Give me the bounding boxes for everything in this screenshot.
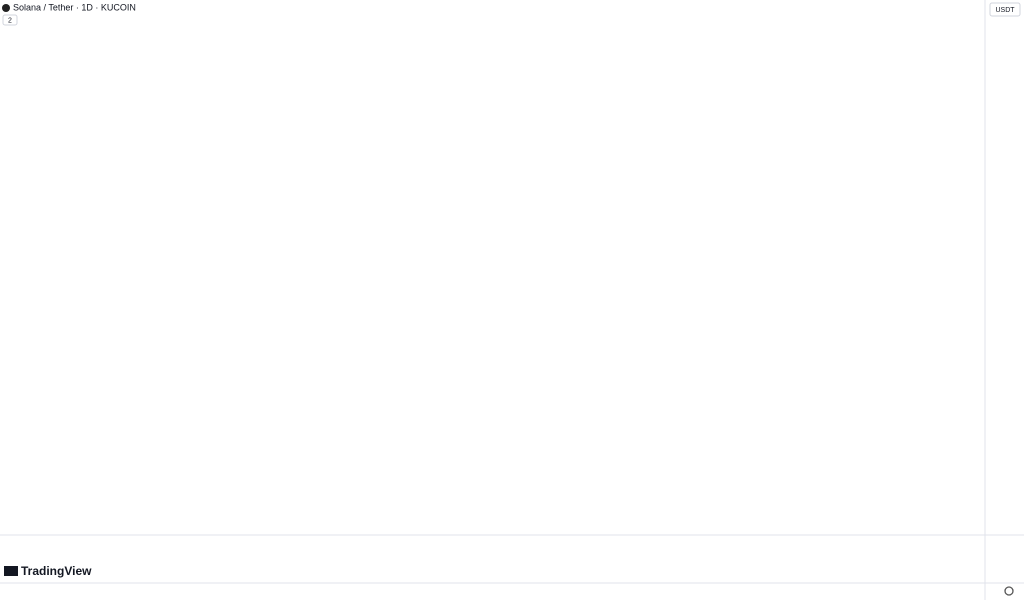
indicator-count: 2 <box>8 17 12 24</box>
currency-button[interactable] <box>989 2 1021 17</box>
currency: USDT <box>995 7 1015 14</box>
brand-logo <box>4 566 18 576</box>
brand-name: TradingView <box>21 564 92 578</box>
indicator-badge[interactable] <box>2 14 18 26</box>
symbol-icon <box>2 4 10 12</box>
symbol-title[interactable]: Solana / Tether · 1D · KUCOIN <box>13 2 136 12</box>
settings-icon[interactable] <box>1004 586 1014 596</box>
